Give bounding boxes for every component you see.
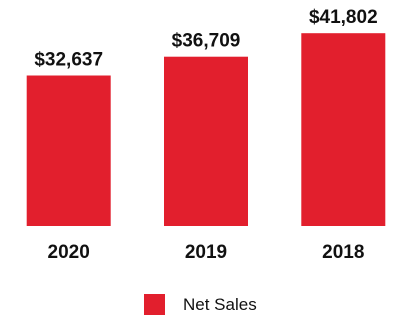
bar-group <box>26 33 386 227</box>
data-label-2020: $32,637 <box>34 50 103 71</box>
x-tick-label-2020: 2020 <box>48 242 90 263</box>
x-tick-label-2019: 2019 <box>185 242 227 263</box>
legend-swatch <box>144 294 165 315</box>
x-tick-label-group: 2020 2019 2018 <box>48 242 365 263</box>
bar-2019 <box>164 56 248 227</box>
legend-label: Net Sales <box>183 295 257 314</box>
bar-2020 <box>26 75 111 226</box>
data-label-2018: $41,802 <box>309 7 378 28</box>
data-label-group: $32,637 $36,709 $41,802 <box>34 7 377 70</box>
x-tick-label-2018: 2018 <box>322 242 364 263</box>
legend: Net Sales <box>144 294 257 315</box>
bar-2018 <box>301 33 386 227</box>
data-label-2019: $36,709 <box>172 31 241 52</box>
